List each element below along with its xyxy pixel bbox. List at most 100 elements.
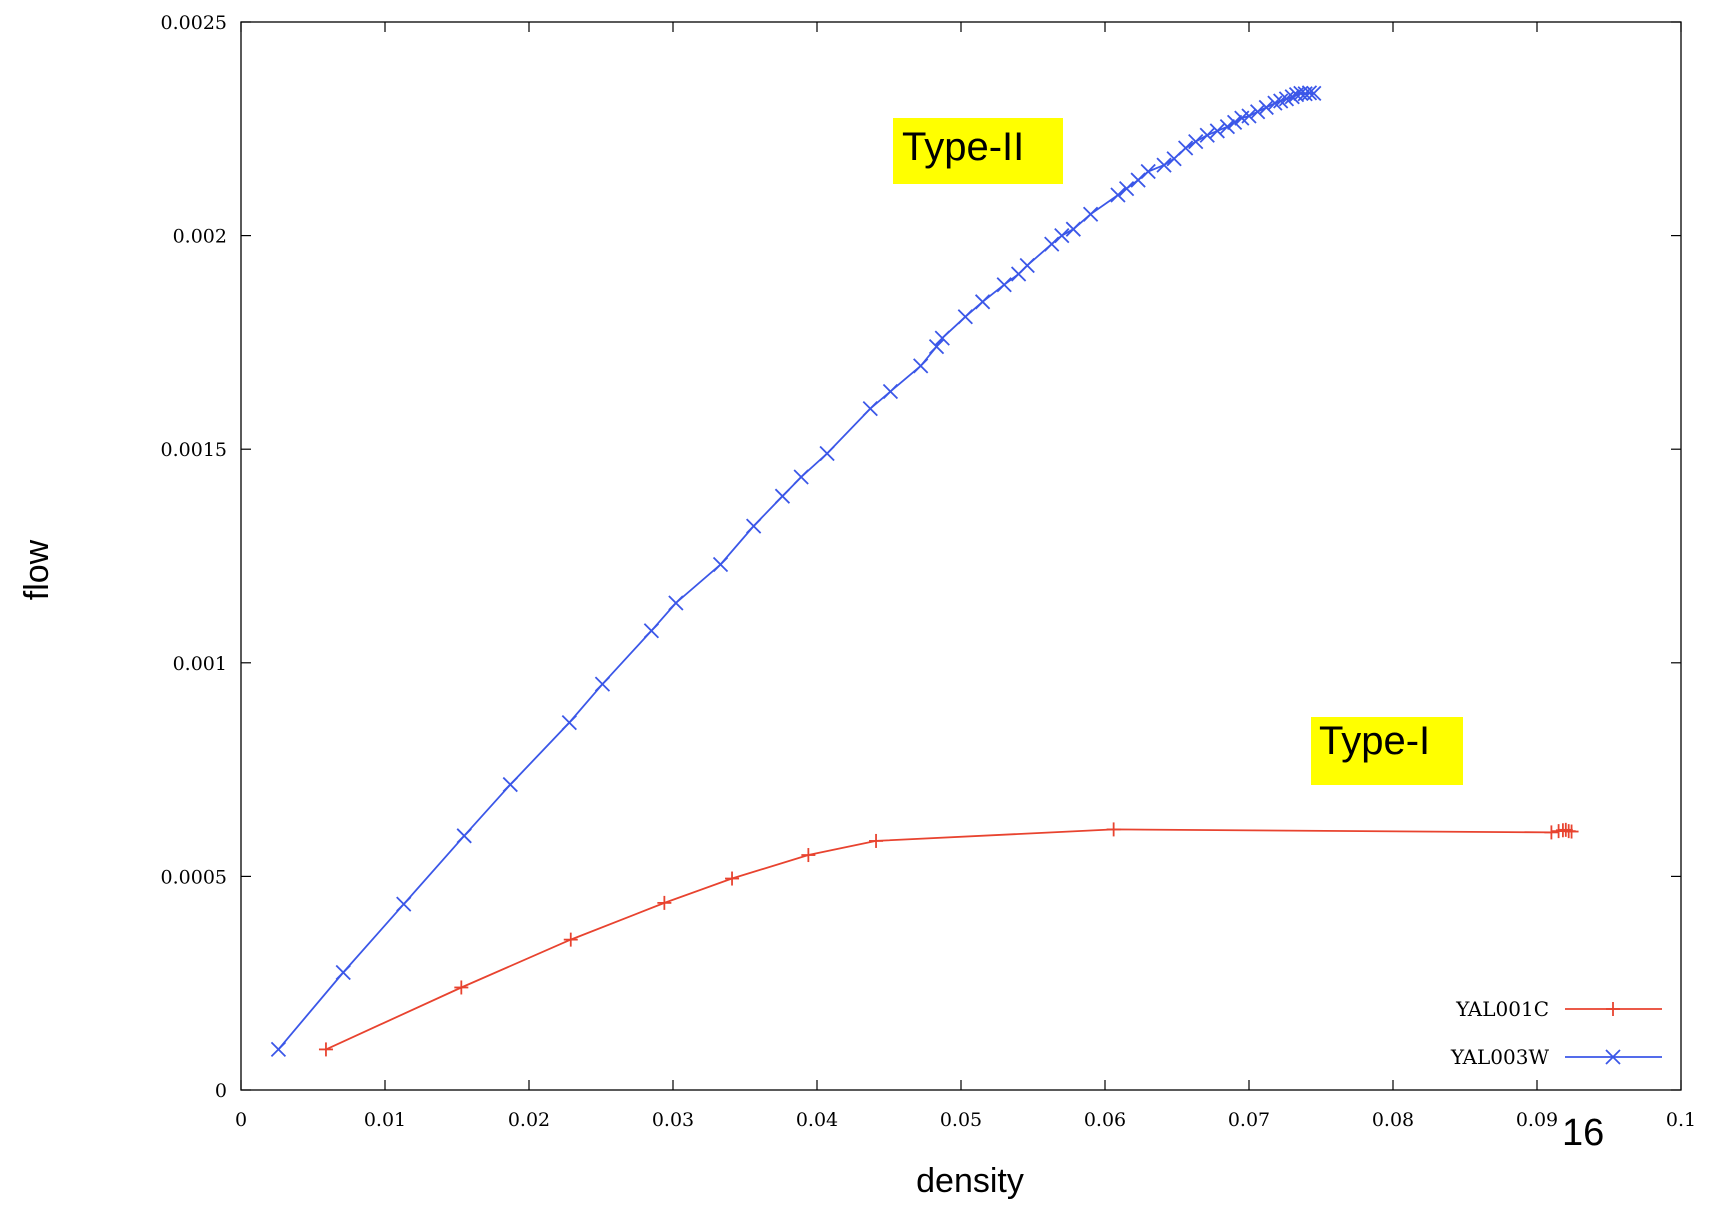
y-tick-label: 0.001 bbox=[173, 653, 227, 675]
series-line-yal001c bbox=[325, 828, 1572, 1051]
data-point-yal001c bbox=[657, 895, 672, 910]
data-point-yal003w bbox=[643, 623, 660, 639]
marker-b bbox=[1118, 180, 1135, 197]
data-point-yal003w bbox=[1110, 187, 1126, 203]
marker-b bbox=[882, 383, 899, 400]
x-tick-label: 0.05 bbox=[940, 1109, 982, 1131]
data-point-yal001c bbox=[1106, 822, 1121, 837]
data-point-yal003w bbox=[774, 488, 791, 504]
marker-b bbox=[1209, 123, 1225, 139]
marker-b bbox=[270, 1041, 287, 1058]
legend-label: YAL003W bbox=[1450, 1045, 1550, 1069]
x-tick-label: 0.08 bbox=[1372, 1109, 1414, 1131]
data-point-yal003w bbox=[928, 339, 945, 355]
data-point-yal003w bbox=[668, 595, 684, 611]
marker-b bbox=[746, 518, 762, 534]
marker-b bbox=[1054, 227, 1070, 244]
marker-b bbox=[793, 469, 809, 485]
data-point-yal003w bbox=[1178, 140, 1194, 156]
data-point-yal001c bbox=[869, 833, 884, 848]
legend-marker-b bbox=[1605, 1049, 1621, 1065]
marker-b bbox=[1019, 257, 1035, 274]
marker-b bbox=[1306, 85, 1322, 101]
data-point-yal003w bbox=[934, 330, 950, 346]
y-axis-title: flow bbox=[18, 539, 56, 600]
x-axis-title: density bbox=[916, 1162, 1024, 1200]
data-point-yal001c bbox=[1544, 825, 1559, 840]
data-point-yal003w bbox=[1241, 108, 1257, 124]
data-point-yal003w bbox=[1278, 91, 1295, 107]
marker-b bbox=[502, 776, 518, 793]
marker-b bbox=[335, 964, 351, 981]
x-tick-label: 0.06 bbox=[1084, 1109, 1126, 1131]
data-point-yal003w bbox=[1267, 95, 1283, 111]
y-tick-label: 0.0005 bbox=[161, 866, 227, 888]
marker-b bbox=[1110, 187, 1126, 203]
data-point-yal003w bbox=[1273, 93, 1289, 109]
marker-b bbox=[456, 828, 472, 844]
data-point-yal003w bbox=[1130, 172, 1146, 188]
marker-b bbox=[1065, 221, 1081, 237]
series-line-yal003w bbox=[277, 91, 1314, 1050]
marker-b bbox=[1267, 95, 1283, 111]
marker-b bbox=[974, 294, 991, 310]
x-tick-label: 0.1 bbox=[1666, 1109, 1696, 1131]
data-point-yal003w bbox=[819, 445, 835, 462]
y-tick-label: 0.0025 bbox=[161, 12, 227, 34]
type-i-annotation: Type-I bbox=[1319, 719, 1430, 763]
data-point-yal003w bbox=[862, 400, 878, 417]
data-point-yal003w bbox=[1065, 221, 1081, 237]
x-tick-label: 0.09 bbox=[1516, 1109, 1558, 1131]
marker-b bbox=[1219, 119, 1236, 135]
marker-b bbox=[594, 676, 611, 692]
page-number: 16 bbox=[1562, 1112, 1604, 1154]
marker-b bbox=[712, 556, 729, 573]
data-point-yal003w bbox=[1082, 206, 1099, 222]
data-point-yal003w bbox=[1209, 123, 1225, 139]
y-tick-label: 0 bbox=[215, 1080, 227, 1102]
marker-b bbox=[862, 400, 878, 417]
marker-b bbox=[819, 445, 835, 462]
data-point-yal003w bbox=[1188, 133, 1204, 150]
data-point-yal003w bbox=[957, 309, 973, 325]
marker-b bbox=[1130, 172, 1146, 188]
x-tick-label: 0.02 bbox=[508, 1109, 550, 1131]
marker-b bbox=[1082, 206, 1099, 222]
marker-b bbox=[1284, 89, 1300, 105]
data-point-yal003w bbox=[1284, 89, 1300, 105]
ticks: 0 0.01 0.02 0.03 0.04 0.05 0.06 0.07 0.08 0.09 0.1… bbox=[161, 12, 1697, 1131]
marker-b bbox=[996, 277, 1012, 293]
marker-b bbox=[396, 896, 412, 912]
data-point-yal003w bbox=[1156, 157, 1172, 173]
data-point-yal001c bbox=[318, 1042, 333, 1057]
data-point-yal001c bbox=[1558, 822, 1573, 837]
legend-item-yal003w: YAL003W bbox=[1450, 1045, 1662, 1069]
marker-b bbox=[1140, 163, 1156, 180]
legend-label: YAL001C bbox=[1455, 997, 1549, 1021]
marker-b bbox=[561, 714, 577, 731]
marker-b bbox=[1258, 99, 1274, 116]
marker-b bbox=[1250, 104, 1266, 120]
marker-b bbox=[774, 488, 791, 504]
data-point-yal003w bbox=[1019, 257, 1035, 274]
data-point-yal003w bbox=[793, 469, 809, 485]
marker-b bbox=[1273, 93, 1289, 109]
marker-b bbox=[934, 330, 950, 346]
data-point-yal001c bbox=[801, 848, 816, 863]
data-point-yal003w bbox=[1306, 85, 1322, 101]
data-point-yal003w bbox=[1250, 104, 1266, 120]
data-point-yal003w bbox=[746, 518, 762, 534]
y-tick-label: 0.002 bbox=[173, 226, 227, 248]
data-point-yal003w bbox=[396, 896, 412, 912]
marker-b bbox=[928, 339, 945, 355]
data-point-yal003w bbox=[1044, 236, 1060, 252]
data-point-yal003w bbox=[1054, 227, 1070, 244]
data-point-yal003w bbox=[996, 277, 1012, 293]
data-point-yal001c bbox=[725, 871, 740, 886]
series-yal003w bbox=[270, 85, 1322, 1058]
series-layer bbox=[270, 85, 1579, 1058]
type-ii-highlight bbox=[893, 118, 1063, 184]
marker-b bbox=[1199, 127, 1215, 143]
data-point-yal003w bbox=[1219, 119, 1236, 135]
